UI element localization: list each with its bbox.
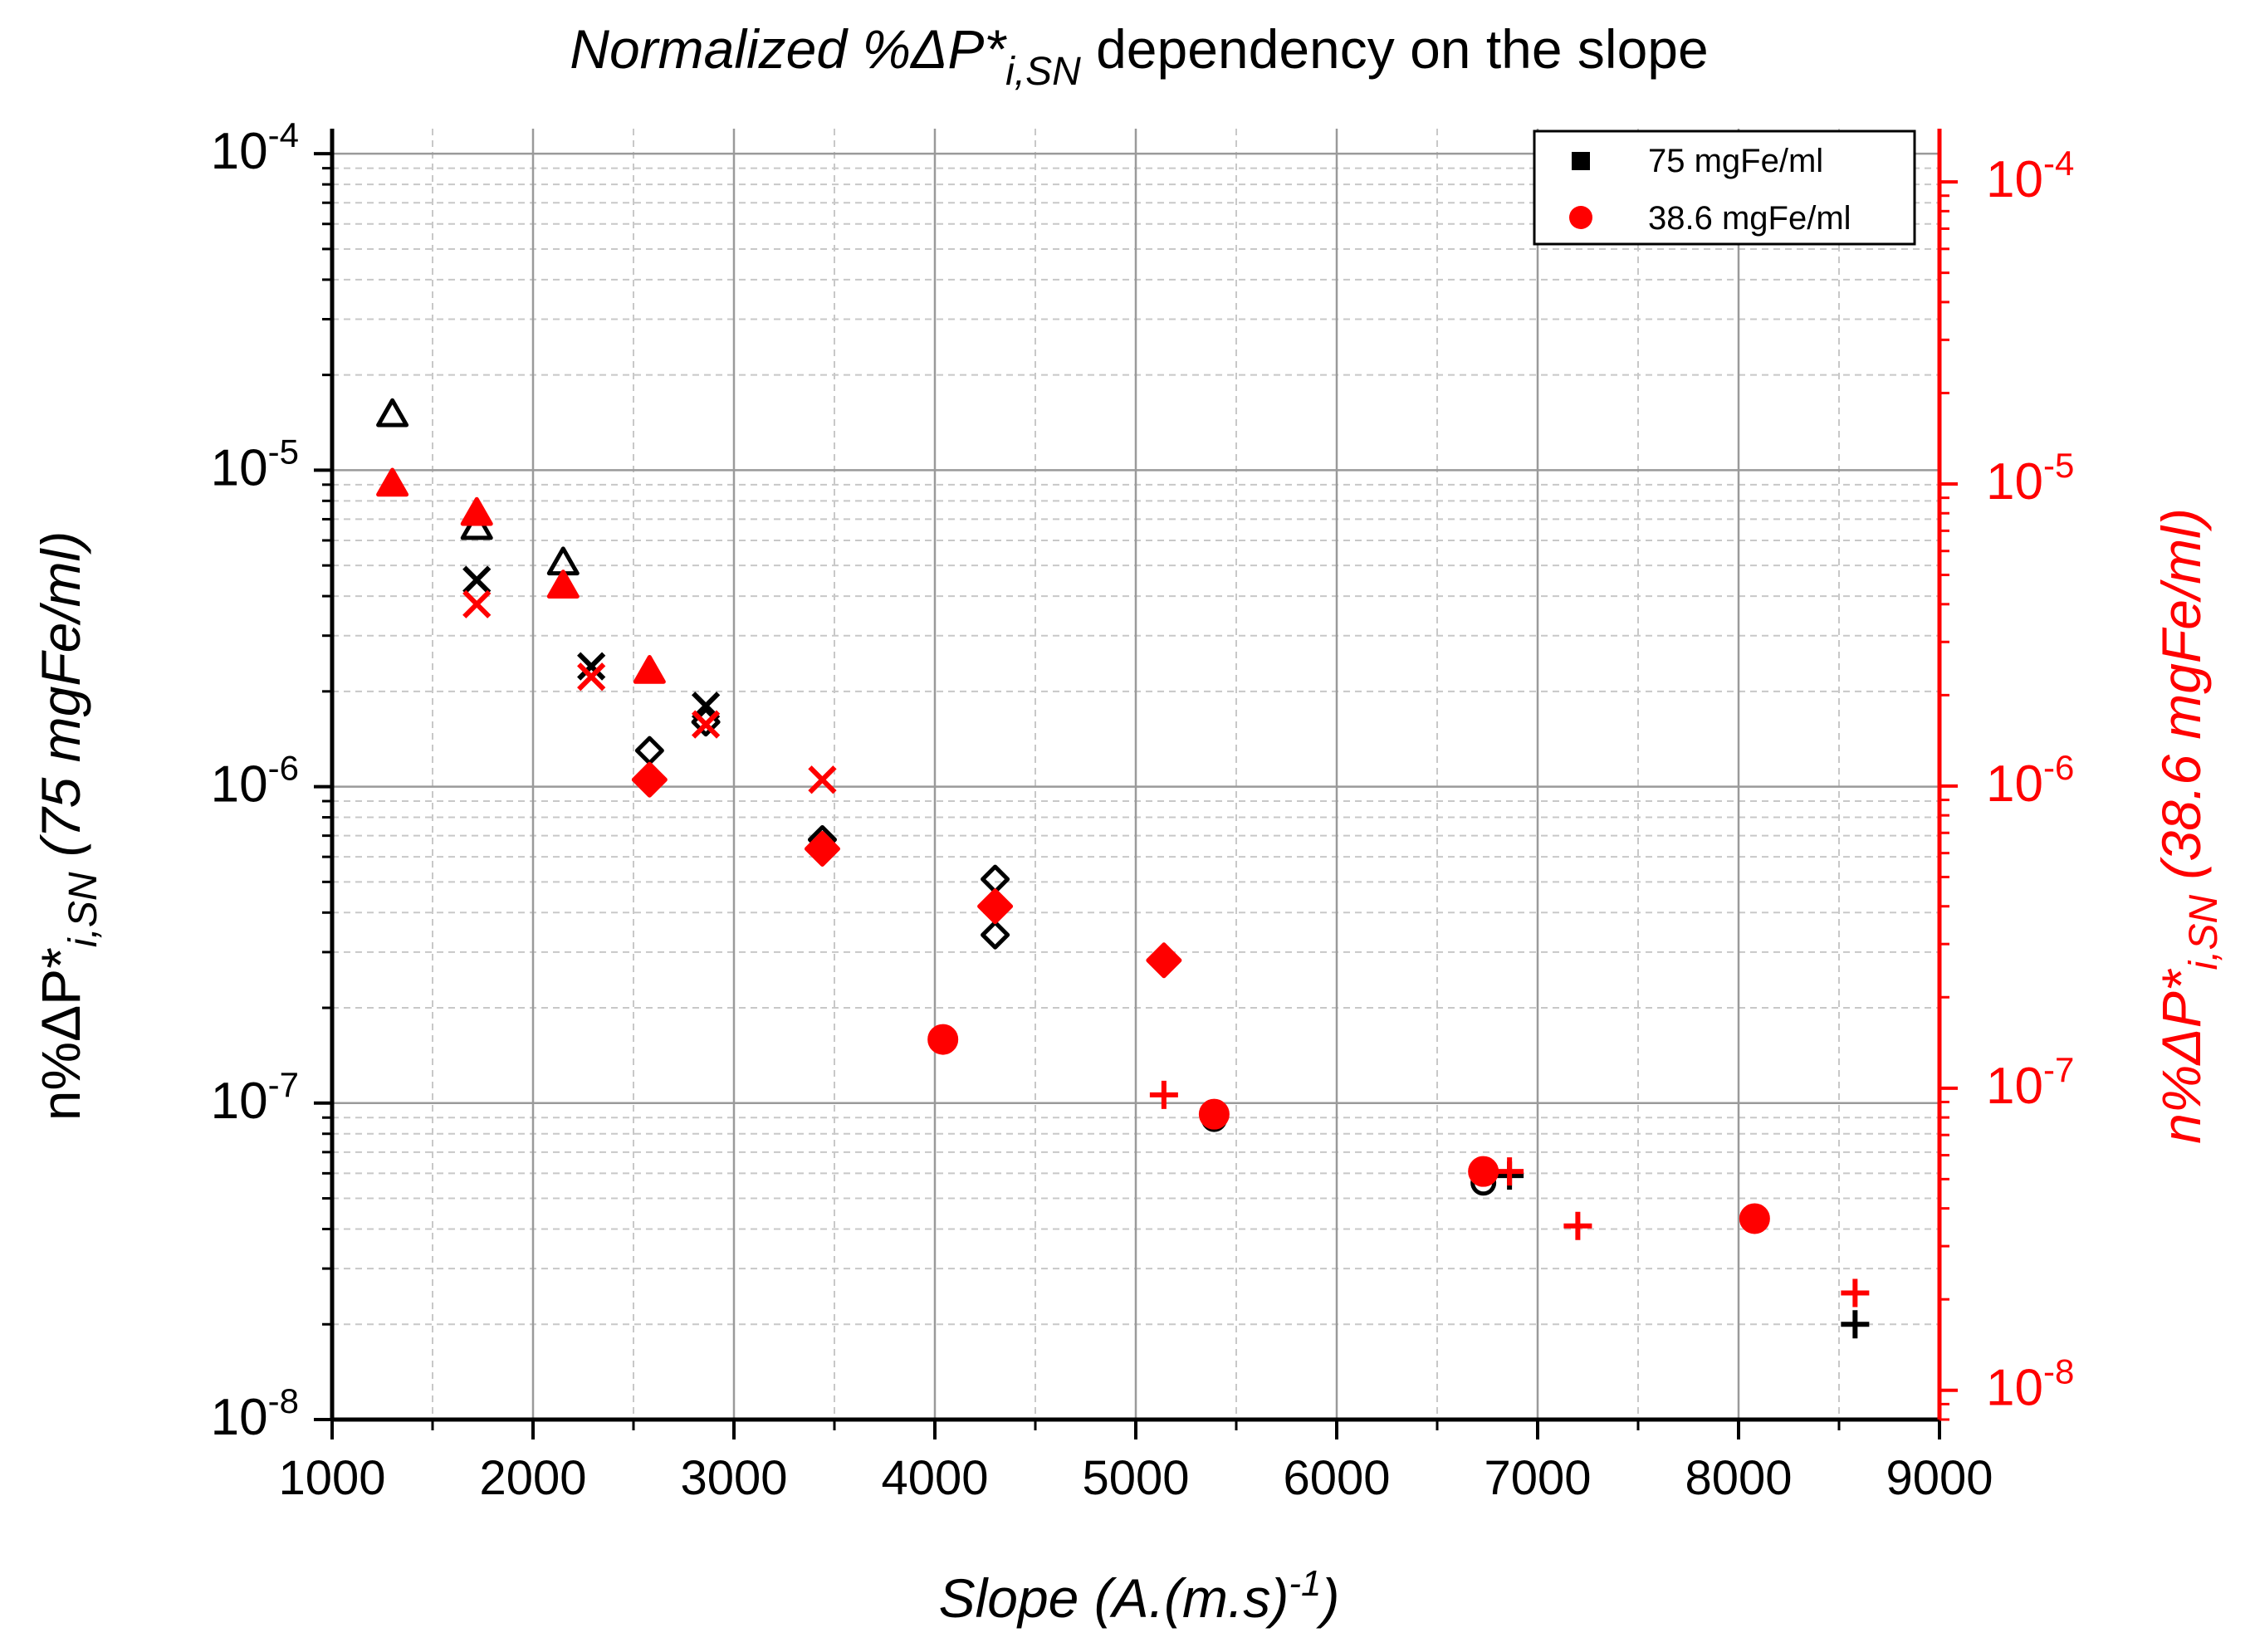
data-point-diamond: [631, 761, 668, 798]
data-point-triangle: [376, 398, 409, 428]
data-point-plus: [1563, 1211, 1592, 1240]
data-point-diamond: [981, 920, 1010, 950]
data-point-diamond: [977, 888, 1014, 925]
y-left-tick-label: 10-8: [211, 1381, 299, 1446]
data-point-circle: [1468, 1156, 1499, 1187]
data-point-x: [808, 765, 837, 794]
x-tick-label: 2000: [479, 1451, 586, 1505]
data-point-diamond: [981, 864, 1010, 894]
data-point-x: [691, 710, 721, 739]
y-left-tick-label: 10-7: [211, 1065, 299, 1130]
y-right-tick-label: 10-7: [1986, 1050, 2074, 1115]
data-point-diamond: [804, 830, 840, 867]
legend-label-75: 75 mgFe/ml: [1648, 143, 1823, 179]
y-right-tick-label: 10-5: [1986, 446, 2074, 511]
data-point-triangle: [460, 496, 493, 526]
data-point-plus: [1841, 1310, 1870, 1339]
data-point-x: [577, 652, 606, 681]
data-point-plus: [1841, 1278, 1870, 1307]
ticks: 1000 2000 3000 4000 5000 6000 7000 8000 9000 10-4…: [211, 115, 2075, 1505]
x-stroke: [577, 652, 606, 681]
x-stroke: [808, 765, 837, 794]
data-point-circle: [1739, 1203, 1770, 1234]
data-point-x: [462, 565, 492, 594]
data-point-x: [577, 662, 606, 692]
x-stroke: [462, 589, 492, 618]
y-left-tick-label: 10-4: [211, 115, 299, 180]
y-left-tick-label: 10-5: [211, 432, 299, 496]
data-point-triangle: [376, 467, 409, 497]
data-point-circle: [927, 1024, 959, 1055]
legend: 75 mgFe/ml 38.6 mgFe/ml: [1533, 130, 1916, 246]
x-tick-label: 5000: [1082, 1451, 1189, 1505]
x-stroke: [462, 565, 492, 594]
data-point-triangle: [546, 546, 580, 576]
x-tick-label: 9000: [1886, 1451, 1993, 1505]
y-axis-left-label: n%ΔP*i,SN (75 mgFe/ml): [30, 531, 105, 1122]
data-point-plus: [1149, 1080, 1178, 1109]
x-stroke: [691, 710, 721, 739]
data-point-x: [462, 589, 492, 618]
data-points: [376, 398, 1870, 1339]
grid: [332, 129, 1939, 1420]
x-tick-label: 7000: [1484, 1451, 1591, 1505]
data-point-diamond: [634, 736, 664, 765]
x-stroke: [577, 662, 606, 692]
data-point-diamond: [1146, 942, 1182, 979]
data-point-circle: [1198, 1098, 1230, 1130]
y-right-tick-label: 10-8: [1986, 1352, 2074, 1417]
chart-title: Normalized %ΔP*i,SN dependency on the sl…: [570, 18, 1708, 94]
x-axis-label: Slope (A.(m.s)-1): [939, 1563, 1340, 1629]
x-tick-label: 8000: [1685, 1451, 1792, 1505]
x-tick-label: 3000: [680, 1451, 787, 1505]
x-tick-label: 1000: [278, 1451, 385, 1505]
legend-box: [1533, 130, 1916, 246]
y-left-tick-label: 10-6: [211, 749, 299, 814]
legend-label-386: 38.6 mgFe/ml: [1648, 200, 1851, 237]
data-point-triangle: [633, 655, 666, 684]
x-tick-label: 6000: [1283, 1451, 1390, 1505]
x-tick-label: 4000: [881, 1451, 988, 1505]
y-right-tick-label: 10-6: [1986, 748, 2074, 813]
data-point-triangle: [546, 569, 580, 599]
legend-marker-75: [1572, 152, 1590, 170]
y-axis-right-label: n%ΔP*i,SN (38.6 mgFe/ml): [2150, 508, 2226, 1144]
legend-marker-386: [1569, 206, 1592, 229]
data-point-plus: [1495, 1157, 1524, 1186]
y-right-tick-label: 10-4: [1986, 144, 2074, 208]
